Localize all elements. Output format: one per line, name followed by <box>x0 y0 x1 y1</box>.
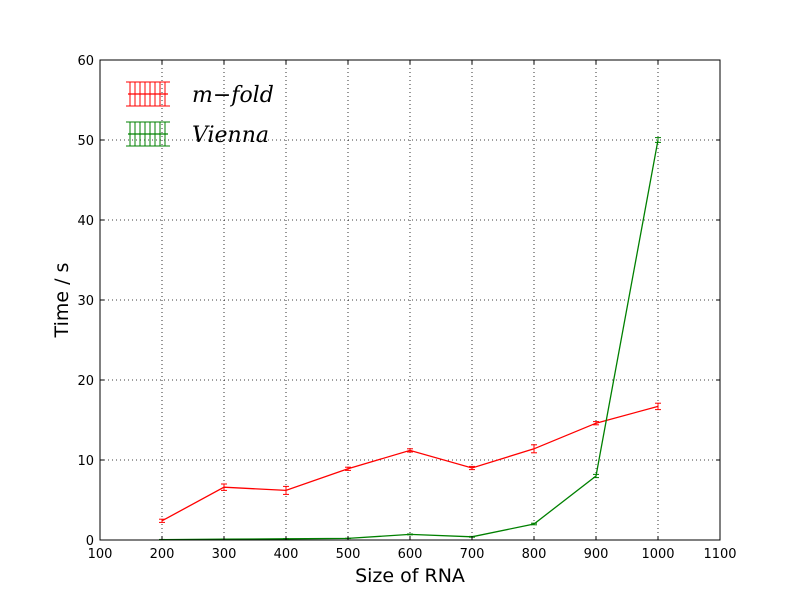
x-axis-label: Size of RNA <box>355 565 465 587</box>
legend-swatch <box>126 121 170 147</box>
error-bar <box>283 485 289 495</box>
x-tick-label: 800 <box>522 547 547 562</box>
y-tick-label: 30 <box>77 294 94 309</box>
ticks: 100 200 300 400 500 600 700 800 900 1000 1100 0 10 20… <box>77 54 736 562</box>
error-bar <box>655 137 661 143</box>
error-bar <box>407 533 413 536</box>
y-tick-label: 0 <box>86 534 94 549</box>
x-tick-label: 100 <box>88 547 113 562</box>
y-axis-label: Time / s <box>51 263 73 339</box>
legend-swatch <box>126 81 170 107</box>
legend-item: m−fold <box>126 81 274 108</box>
series-0 <box>159 402 661 523</box>
y-tick-label: 50 <box>77 134 94 149</box>
error-bar <box>159 518 165 523</box>
x-tick-label: 700 <box>460 547 485 562</box>
legend-item: Vienna <box>126 121 269 148</box>
x-tick-label: 1100 <box>703 547 736 562</box>
error-bar <box>345 466 351 471</box>
error-bar <box>593 421 599 426</box>
x-tick-label: 600 <box>398 547 423 562</box>
y-tick-label: 20 <box>77 374 94 389</box>
legend-label: Vienna <box>192 123 269 148</box>
x-tick-label: 300 <box>212 547 237 562</box>
y-tick-label: 10 <box>77 454 94 469</box>
error-bar <box>531 522 537 526</box>
x-tick-label: 1000 <box>641 547 674 562</box>
y-tick-label: 60 <box>77 54 94 69</box>
x-tick-label: 200 <box>150 547 175 562</box>
error-bar <box>221 483 227 491</box>
legend: m−fold Vienna <box>126 81 274 148</box>
legend-label: m−fold <box>192 83 274 108</box>
error-bar <box>407 448 413 453</box>
error-bar <box>593 473 599 479</box>
x-tick-label: 900 <box>584 547 609 562</box>
y-tick-label: 40 <box>77 214 94 229</box>
x-tick-label: 400 <box>274 547 299 562</box>
error-bar <box>655 402 661 411</box>
error-bar <box>469 465 475 471</box>
error-bar <box>531 444 537 454</box>
x-tick-label: 500 <box>336 547 361 562</box>
